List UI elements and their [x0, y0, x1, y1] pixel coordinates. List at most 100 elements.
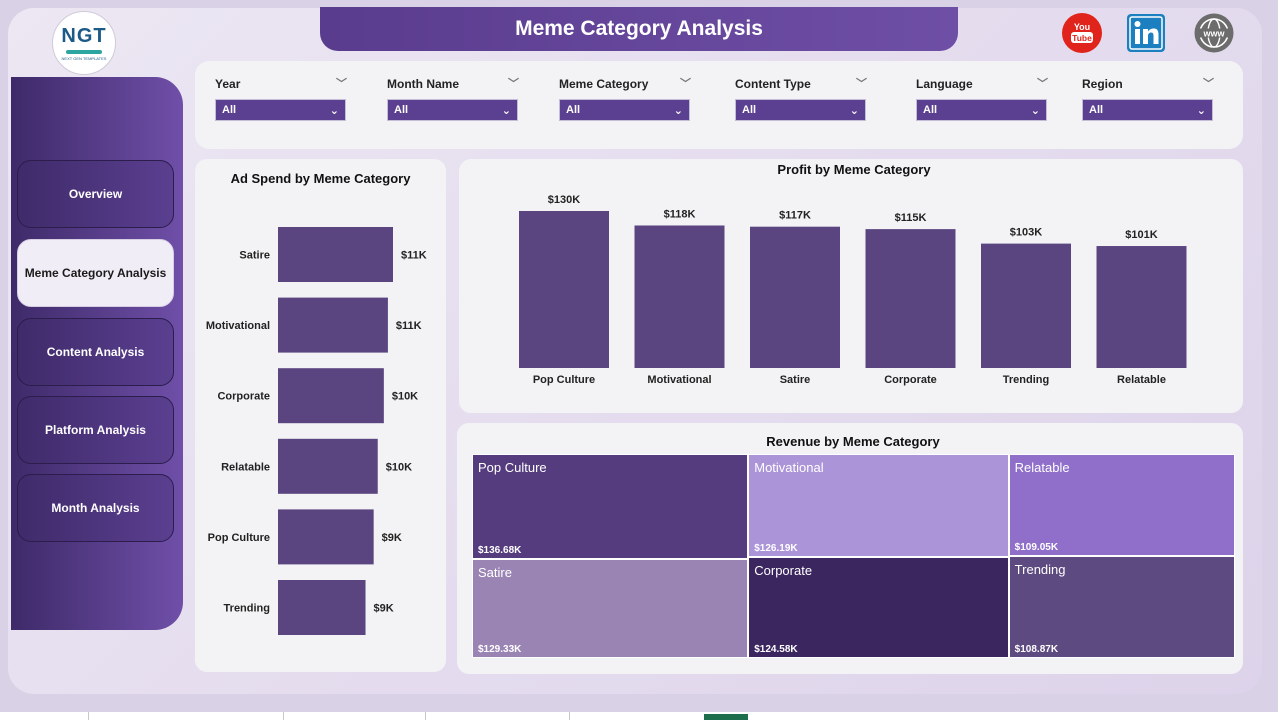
treemap-tile-label: Pop Culture	[478, 460, 547, 475]
ad-spend-bar[interactable]	[278, 227, 393, 282]
ad-spend-value-label: $10K	[386, 461, 412, 473]
language-dropdown[interactable]: All ⌄	[916, 99, 1047, 121]
ad-spend-bar[interactable]	[278, 509, 374, 565]
page-title: Meme Category Analysis	[320, 7, 958, 51]
treemap-tile-value: $129.33K	[478, 643, 522, 655]
filter-meme-category: Meme Category ﹀ All ⌄	[559, 73, 693, 121]
meme-category-dropdown[interactable]: All ⌄	[559, 99, 690, 121]
content-type-dropdown-value: All	[742, 104, 757, 116]
profit-bar[interactable]	[750, 226, 840, 368]
ad-spend-bar[interactable]	[278, 438, 378, 494]
chevron-down-icon[interactable]: ﹀	[336, 78, 347, 90]
profit-category-label: Trending	[1003, 374, 1049, 386]
ad-spend-value-label: $9K	[382, 532, 402, 544]
chevron-down-icon[interactable]: ﹀	[680, 78, 691, 90]
svg-text:You: You	[1074, 22, 1090, 32]
nav-month-analysis-button[interactable]: Month Analysis	[17, 474, 174, 542]
filter-content-type-label: Content Type	[735, 77, 811, 91]
treemap-tile[interactable]: Trending $108.87K	[1008, 556, 1235, 658]
chevron-down-icon: ⌄	[329, 104, 339, 117]
chevron-down-icon[interactable]: ﹀	[508, 78, 519, 90]
profit-bar[interactable]	[865, 229, 956, 368]
nav-platform-analysis-button[interactable]: Platform Analysis	[17, 396, 174, 464]
profit-category-label: Motivational	[647, 374, 711, 386]
chevron-down-icon: ⌄	[1030, 104, 1040, 117]
ad-spend-value-label: $10K	[392, 391, 418, 403]
filter-region: Region ﹀ All ⌄	[1082, 73, 1216, 121]
revenue-treemap: Pop Culture $136.68K Satire $129.33K Motivat…	[472, 454, 1235, 658]
ad-spend-bar[interactable]	[278, 580, 366, 635]
profit-chart: $130K Pop Culture $118K Motivational $117K Sa…	[519, 194, 1187, 386]
chevron-down-icon: ⌄	[673, 104, 683, 117]
ad-spend-category-label: Motivational	[206, 320, 270, 332]
logo-subtext: NEXT GEN TEMPLATES	[61, 56, 107, 61]
treemap-tile[interactable]: Satire $129.33K	[472, 558, 749, 658]
ad-spend-category-label: Trending	[224, 603, 270, 615]
filter-language-label: Language	[916, 77, 973, 91]
ad-spend-chart-title: Ad Spend by Meme Category	[230, 171, 411, 186]
svg-text:Tube: Tube	[1072, 33, 1092, 43]
filter-content-type: Content Type ﹀ All ⌄	[735, 73, 869, 121]
ad-spend-value-label: $11K	[401, 250, 427, 262]
year-dropdown[interactable]: All ⌄	[215, 99, 346, 121]
treemap-tile[interactable]: Relatable $109.05K	[1008, 454, 1235, 557]
ad-spend-category-label: Satire	[239, 250, 270, 262]
treemap-tile-label: Relatable	[1014, 460, 1070, 475]
revenue-chart-title: Revenue by Meme Category	[766, 434, 940, 449]
logo-text: NGT	[61, 25, 107, 47]
ad-spend-bar[interactable]	[278, 297, 388, 353]
ad-spend-value-label: $9K	[374, 603, 394, 615]
ad-spend-value-label: $11K	[396, 320, 422, 332]
nav-overview-button[interactable]: Overview	[17, 160, 174, 228]
profit-category-label: Pop Culture	[533, 374, 595, 386]
revenue-card: Revenue by Meme Category Pop Culture $136…	[457, 423, 1243, 674]
profit-bar[interactable]	[1096, 246, 1187, 368]
ad-spend-category-label: Pop Culture	[208, 532, 270, 544]
treemap-tile-value: $126.19K	[754, 542, 798, 554]
treemap-tile[interactable]: Corporate $124.58K	[748, 556, 1009, 658]
treemap-tile-value: $109.05K	[1014, 542, 1059, 554]
logo-swoosh-icon	[66, 50, 102, 54]
ngt-logo: NGT NEXT GEN TEMPLATES	[52, 11, 116, 75]
linkedin-icon[interactable]	[1125, 12, 1167, 54]
treemap-tile-value: $136.68K	[478, 544, 522, 556]
treemap-tile-label: Motivational	[754, 460, 824, 475]
filter-region-label: Region	[1082, 77, 1123, 91]
profit-value-label: $118K	[664, 208, 696, 220]
ad-spend-card: Ad Spend by Meme Category Satire $11K Moti…	[195, 159, 446, 672]
treemap-tile[interactable]: Motivational $126.19K	[748, 454, 1009, 557]
meme-category-dropdown-value: All	[566, 104, 581, 116]
filter-year: Year ﹀ All ⌄	[215, 73, 349, 121]
year-dropdown-value: All	[222, 104, 237, 116]
youtube-icon[interactable]: You Tube	[1061, 12, 1103, 54]
chevron-down-icon: ⌄	[849, 104, 859, 117]
content-type-dropdown[interactable]: All ⌄	[735, 99, 866, 121]
chevron-down-icon: ⌄	[1196, 104, 1206, 117]
profit-card: Profit by Meme Category $130K Pop Culture…	[459, 159, 1243, 413]
ad-spend-bar[interactable]	[278, 368, 384, 424]
chevron-down-icon[interactable]: ﹀	[1037, 78, 1048, 90]
filter-year-label: Year	[215, 77, 241, 91]
nav-meme-category-analysis-button[interactable]: Meme Category Analysis	[17, 239, 174, 307]
globe-icon[interactable]: www	[1193, 12, 1235, 54]
treemap-tile-value: $108.87K	[1014, 643, 1059, 655]
region-dropdown[interactable]: All ⌄	[1082, 99, 1213, 121]
ad-spend-chart: Satire $11K Motivational $11K Corporate $10K R…	[206, 227, 427, 635]
profit-value-label: $103K	[1010, 227, 1042, 239]
chevron-down-icon[interactable]: ﹀	[856, 78, 867, 90]
profit-bar[interactable]	[634, 225, 725, 368]
chevron-down-icon[interactable]: ﹀	[1203, 78, 1214, 90]
profit-value-label: $130K	[548, 194, 580, 206]
ad-spend-category-label: Relatable	[221, 461, 270, 473]
nav-content-analysis-button[interactable]: Content Analysis	[17, 318, 174, 386]
profit-category-label: Satire	[780, 374, 811, 386]
profit-value-label: $117K	[779, 210, 811, 222]
profit-value-label: $101K	[1125, 229, 1157, 241]
month-name-dropdown[interactable]: All ⌄	[387, 99, 518, 121]
filter-month-name-label: Month Name	[387, 77, 459, 91]
profit-bar[interactable]	[519, 211, 609, 368]
active-sheet-tab[interactable]	[704, 714, 748, 720]
profit-bar[interactable]	[981, 243, 1071, 368]
treemap-tile[interactable]: Pop Culture $136.68K	[472, 454, 749, 559]
profit-chart-title: Profit by Meme Category	[777, 162, 931, 177]
